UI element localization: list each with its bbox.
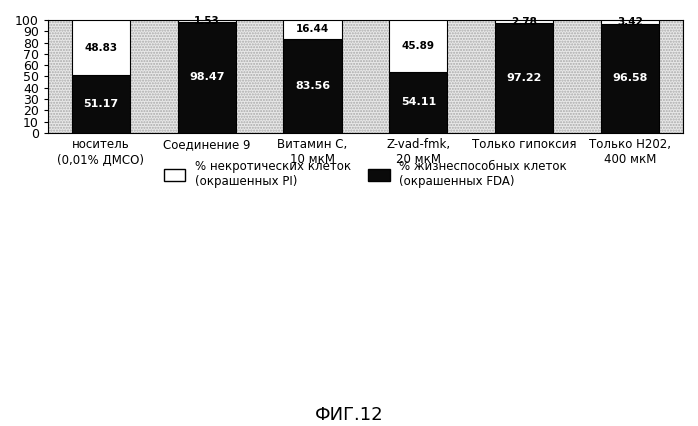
Text: 98.47: 98.47 [189, 72, 225, 82]
Bar [177, 22, 236, 133]
Text: 45.89: 45.89 [402, 41, 435, 51]
Text: 16.44: 16.44 [296, 24, 329, 34]
Bar [601, 24, 659, 133]
Text: 51.17: 51.17 [83, 99, 119, 109]
Text: 1.53: 1.53 [194, 16, 220, 26]
Text: 2.78: 2.78 [512, 17, 537, 26]
Text: 48.83: 48.83 [84, 43, 117, 52]
Text: 54.11: 54.11 [401, 98, 436, 107]
Text: ФИГ.12: ФИГ.12 [315, 406, 383, 424]
Bar [389, 20, 447, 72]
Bar [72, 20, 130, 75]
Bar [495, 20, 554, 23]
Bar [72, 75, 130, 133]
Legend: % некротических клеток
(окрашенных PI), % жизнеспособных клеток
(окрашенных FDA): % некротических клеток (окрашенных PI), … [159, 155, 572, 193]
Bar [601, 20, 659, 24]
Bar [389, 72, 447, 133]
Bar [177, 20, 236, 22]
Bar [283, 20, 341, 39]
Text: 96.58: 96.58 [612, 73, 648, 83]
Bar [283, 39, 341, 133]
Text: 3.42: 3.42 [617, 17, 643, 27]
Text: 83.56: 83.56 [295, 81, 330, 91]
Text: 97.22: 97.22 [507, 73, 542, 83]
Bar [495, 23, 554, 133]
